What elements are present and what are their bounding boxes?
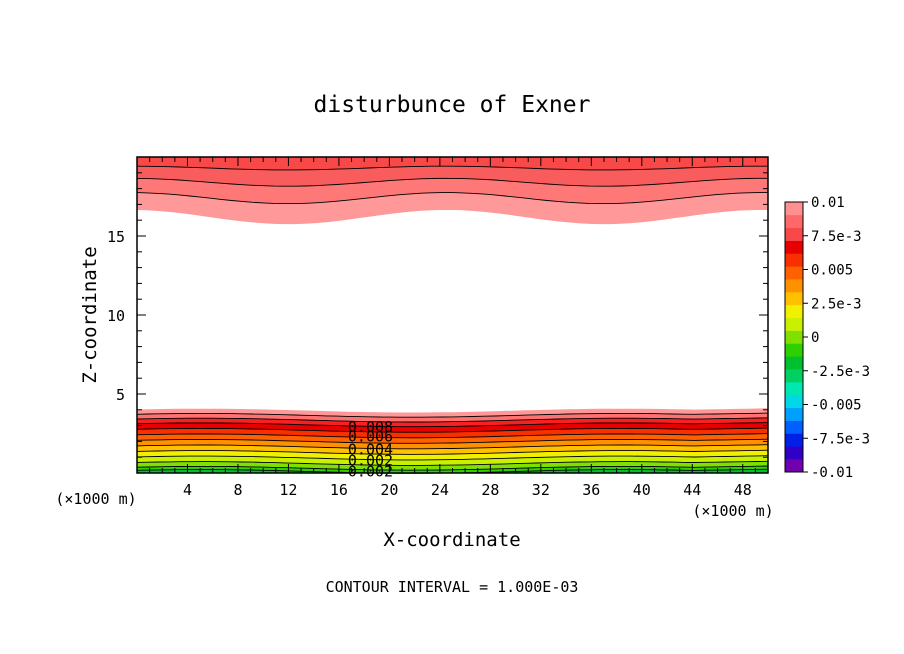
- contour-label: 0.002: [348, 462, 393, 480]
- contour-line-top-1: [136, 192, 768, 205]
- colorbar-swatch: [785, 459, 803, 473]
- x-tick-label: 28: [481, 481, 499, 499]
- colorbar-swatch: [785, 279, 803, 293]
- y-tick-label: 15: [107, 228, 125, 246]
- colorbar-swatch: [785, 356, 803, 370]
- y-unit-label: (×1000 m): [55, 490, 136, 508]
- colorbar-swatch: [785, 240, 803, 254]
- x-tick-label: 20: [380, 481, 398, 499]
- contour-line-bottom-5: [136, 433, 769, 439]
- x-axis-ticks: 4 8 12 16 20 24 28 32 36 40 44 48: [149, 157, 756, 499]
- y-tick-label: 5: [116, 386, 125, 404]
- colorbar-swatch: [785, 369, 803, 383]
- x-tick-label: 24: [431, 481, 449, 499]
- y-axis-ticks: 5 10 15: [107, 172, 768, 458]
- x-tick-label: 16: [330, 481, 348, 499]
- colorbar-swatch: [785, 394, 803, 409]
- contour-line-bottom-4: [136, 427, 769, 433]
- colorbar: 0.01 7.5e-3 0.005 2.5e-3 0 -2.5e-3 -0.005 -7.5e…: [784, 195, 870, 481]
- colorbar-swatch: [785, 227, 803, 241]
- colorbar-swatch: [785, 292, 803, 306]
- colorbar-swatch: [785, 317, 803, 331]
- chart-title: disturbunce of Exner: [314, 92, 591, 118]
- contour-line-bottom-1: [136, 412, 769, 418]
- colorbar-tick-label: -2.5e-3: [811, 364, 870, 380]
- contour-line-bottom-7: [136, 444, 769, 450]
- x-axis-label: X-coordinate: [383, 529, 520, 551]
- x-tick-label: 32: [532, 481, 550, 499]
- colorbar-tick-label: 0: [811, 330, 819, 346]
- colorbar-swatch: [785, 253, 803, 267]
- contour-label: 0.002: [348, 451, 393, 469]
- contour-label: 0.004: [348, 440, 393, 458]
- x-tick-label: 36: [582, 481, 600, 499]
- colorbar-tick-label: -0.01: [811, 465, 853, 481]
- contour-line-top-2: [136, 177, 769, 187]
- colorbar-swatch: [785, 304, 803, 319]
- colorbar-swatch: [785, 433, 803, 447]
- contour-line-bottom-8: [136, 449, 769, 455]
- contour-line-bottom-2: [136, 417, 769, 423]
- colorbar-swatch: [785, 420, 803, 434]
- x-tick-label: 48: [734, 481, 752, 499]
- colorbar-swatch: [785, 202, 803, 216]
- contour-fill-bands: [137, 157, 768, 474]
- contour-line-bottom-9: [136, 455, 769, 461]
- contour-line-top-3: [136, 165, 768, 171]
- y-tick-label: 10: [107, 307, 125, 325]
- y-axis-label: Z-coordinate: [79, 246, 101, 383]
- x-tick-label: 4: [183, 481, 192, 499]
- colorbar-tick-label: -7.5e-3: [811, 431, 870, 447]
- x-tick-label: 12: [279, 481, 297, 499]
- contour-line-bottom-3: [136, 422, 769, 428]
- contour-line-bottom-10: [136, 460, 769, 466]
- x-tick-label: 44: [683, 481, 701, 499]
- contour-label: 0.006: [348, 428, 393, 446]
- x-tick-label: 40: [633, 481, 651, 499]
- contour-line-bottom-6: [136, 438, 769, 444]
- colorbar-tick-label: 0.005: [811, 263, 853, 279]
- colorbar-tick-label: 2.5e-3: [811, 296, 862, 312]
- x-unit-label: (×1000 m): [692, 502, 773, 520]
- colorbar-swatch: [785, 382, 803, 396]
- colorbar-swatch: [785, 343, 803, 357]
- contour-lines: [136, 165, 769, 474]
- contour-interval-footer: CONTOUR INTERVAL = 1.000E-03: [326, 578, 579, 596]
- colorbar-tick-label: 0.01: [811, 195, 845, 211]
- colorbar-tick-label: -0.005: [811, 398, 862, 414]
- colorbar-swatch: [785, 330, 803, 344]
- contour-label: 0.008: [348, 418, 393, 436]
- colorbar-swatch: [785, 214, 803, 229]
- colorbar-swatch: [785, 446, 803, 460]
- contour-band-top-3: [137, 157, 768, 170]
- colorbar-swatch: [785, 266, 803, 280]
- colorbar-swatch: [785, 407, 803, 421]
- colorbar-tick-label: 7.5e-3: [811, 229, 862, 245]
- x-tick-label: 8: [233, 481, 242, 499]
